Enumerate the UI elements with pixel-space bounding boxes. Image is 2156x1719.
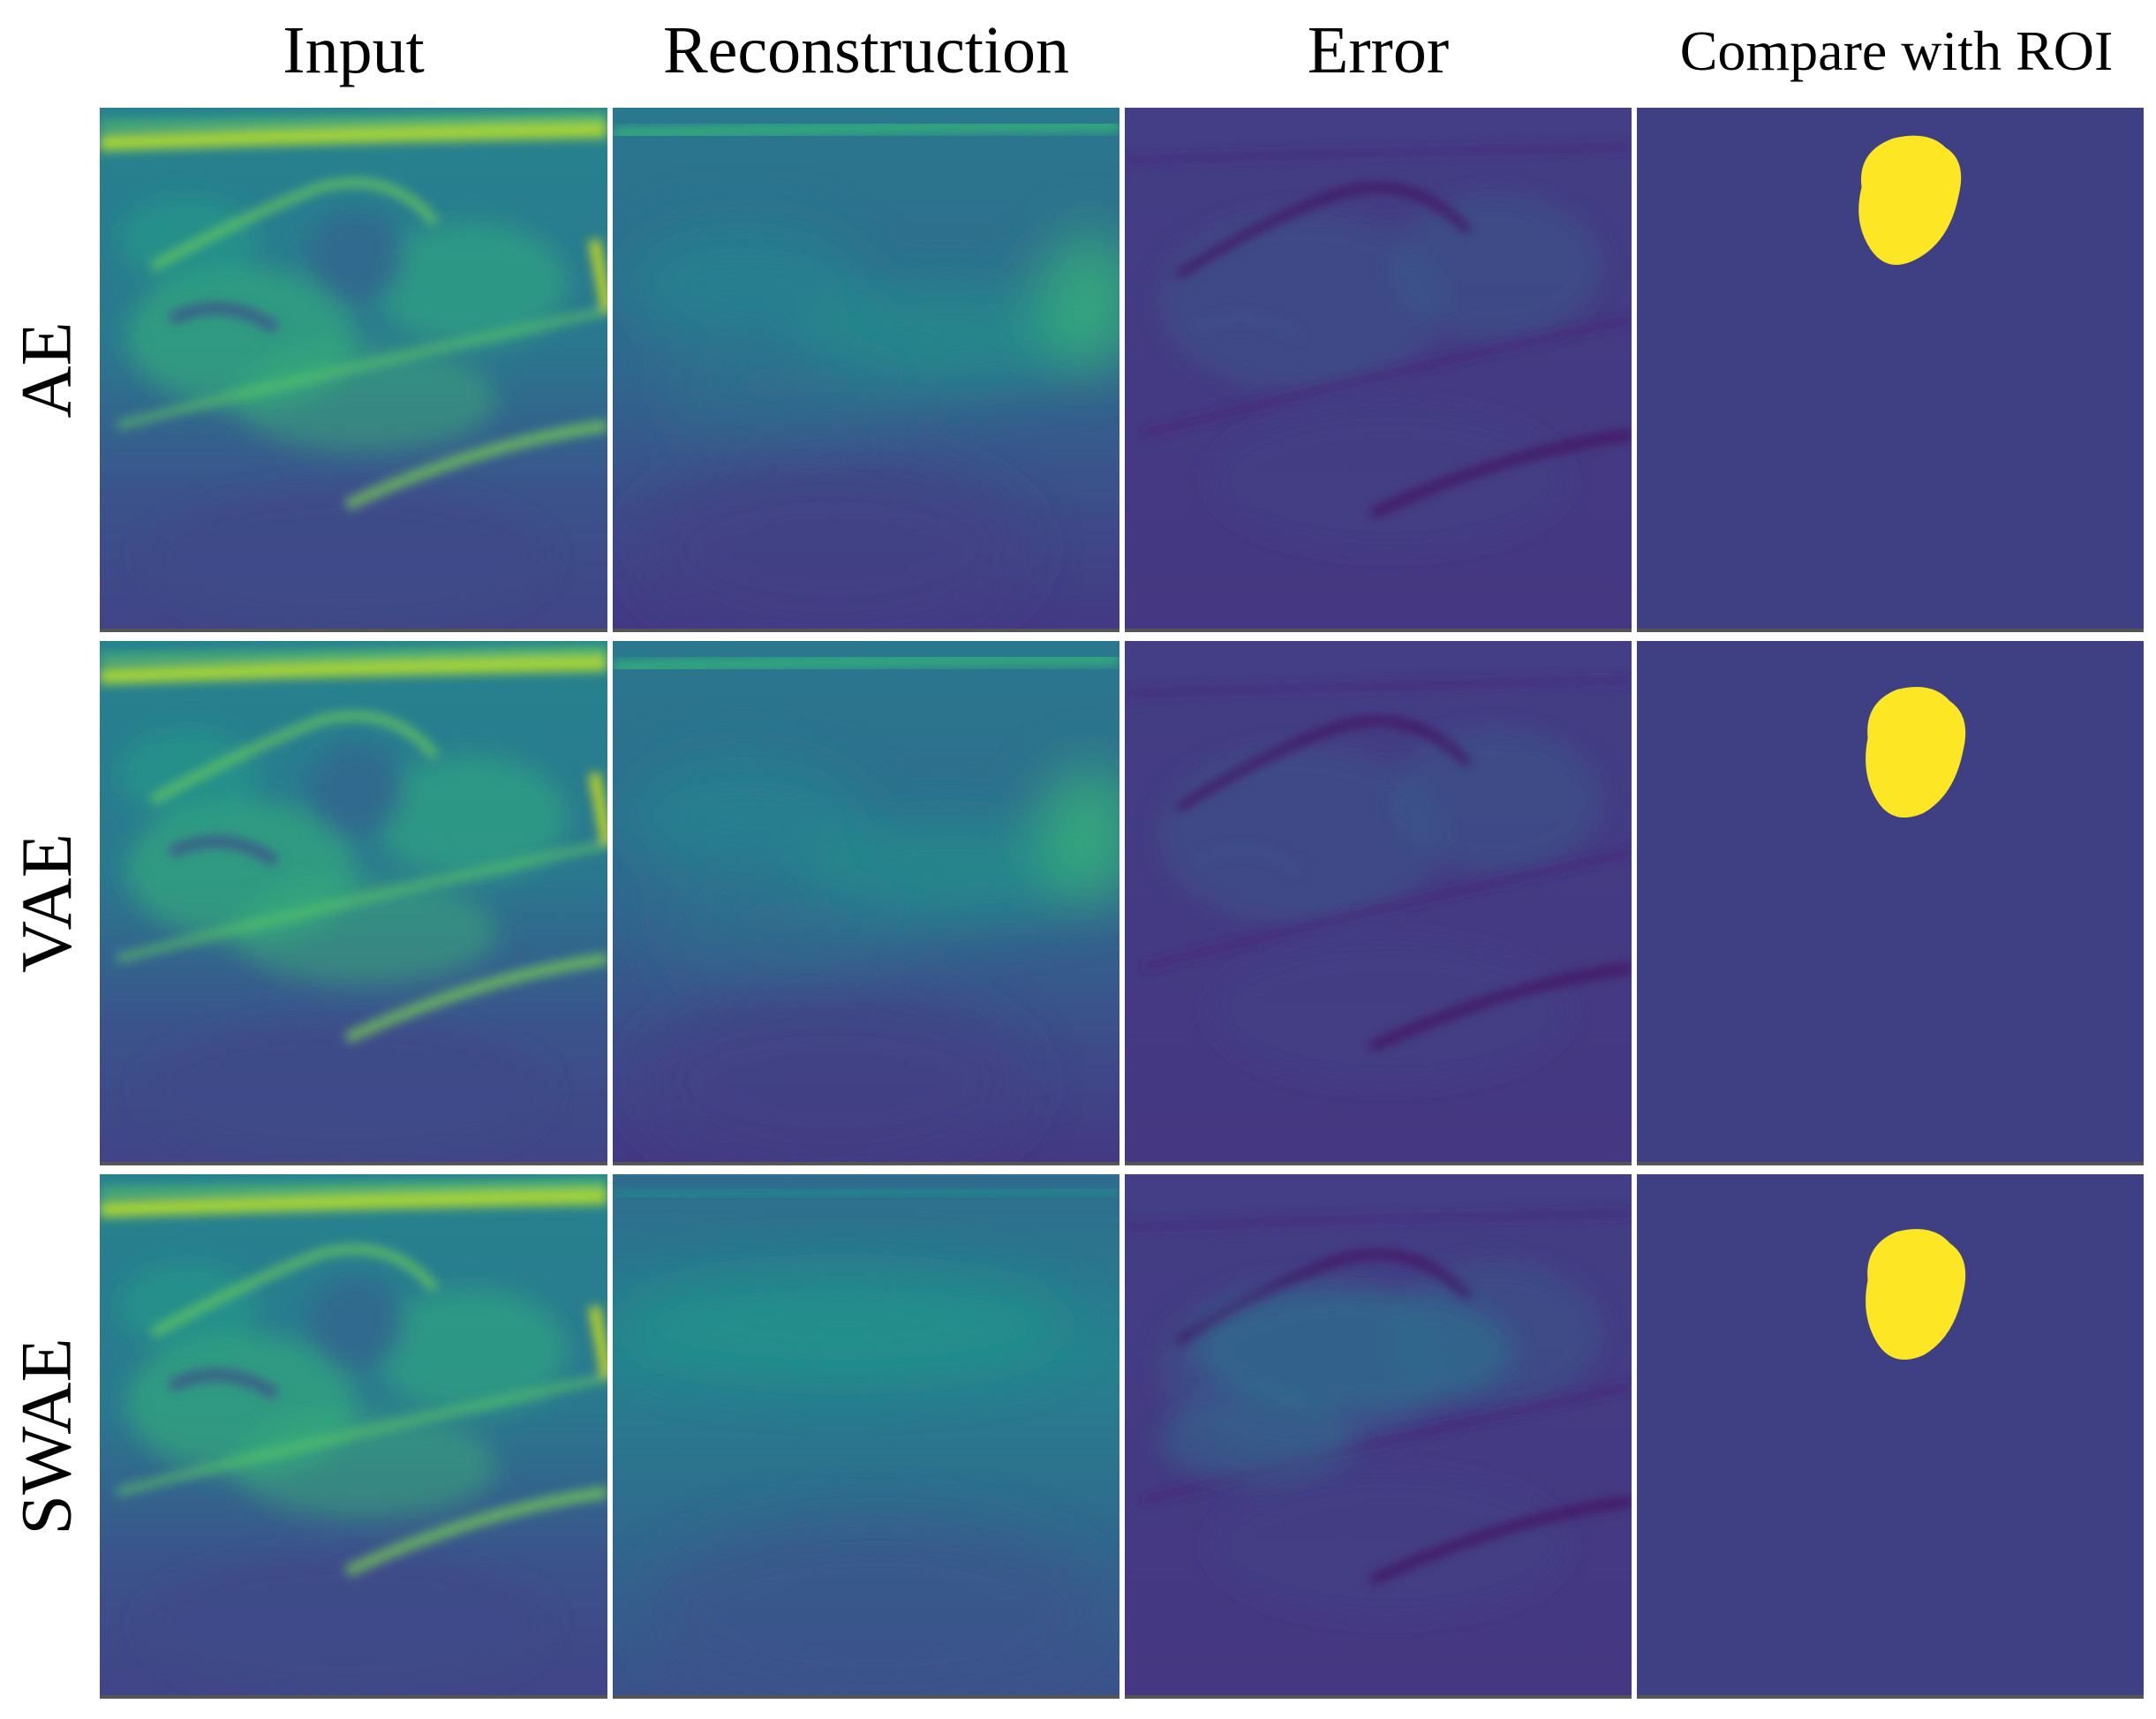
swae-error-image — [1125, 1174, 1632, 1699]
swae-roi-image — [1637, 1174, 2144, 1699]
column-header-error: Error — [1307, 13, 1450, 87]
column-header-input: Input — [283, 13, 425, 87]
swae-reconstruction-image — [613, 1174, 1119, 1699]
row-label-swae: SWAE — [5, 1338, 87, 1535]
column-header-reconstruction: Reconstruction — [662, 13, 1070, 87]
vae-roi-blob — [1866, 686, 1966, 818]
swae-input-image — [100, 1174, 607, 1699]
row-label-ae: AE — [5, 321, 87, 418]
row-label-vae: VAE — [5, 833, 87, 973]
vae-error-image — [1125, 641, 1632, 1165]
swae-roi-blob — [1866, 1228, 1966, 1360]
ae-roi-image — [1637, 108, 2144, 632]
vae-reconstruction-image — [613, 641, 1119, 1165]
vae-input-image — [100, 641, 607, 1165]
ae-error-image — [1125, 108, 1632, 632]
vae-roi-image — [1637, 641, 2144, 1165]
column-header-compare-with-roi: Compare with ROI — [1679, 19, 2114, 82]
ae-reconstruction-image — [613, 108, 1119, 632]
ae-roi-blob — [1858, 135, 1962, 265]
ae-input-image — [100, 108, 607, 632]
